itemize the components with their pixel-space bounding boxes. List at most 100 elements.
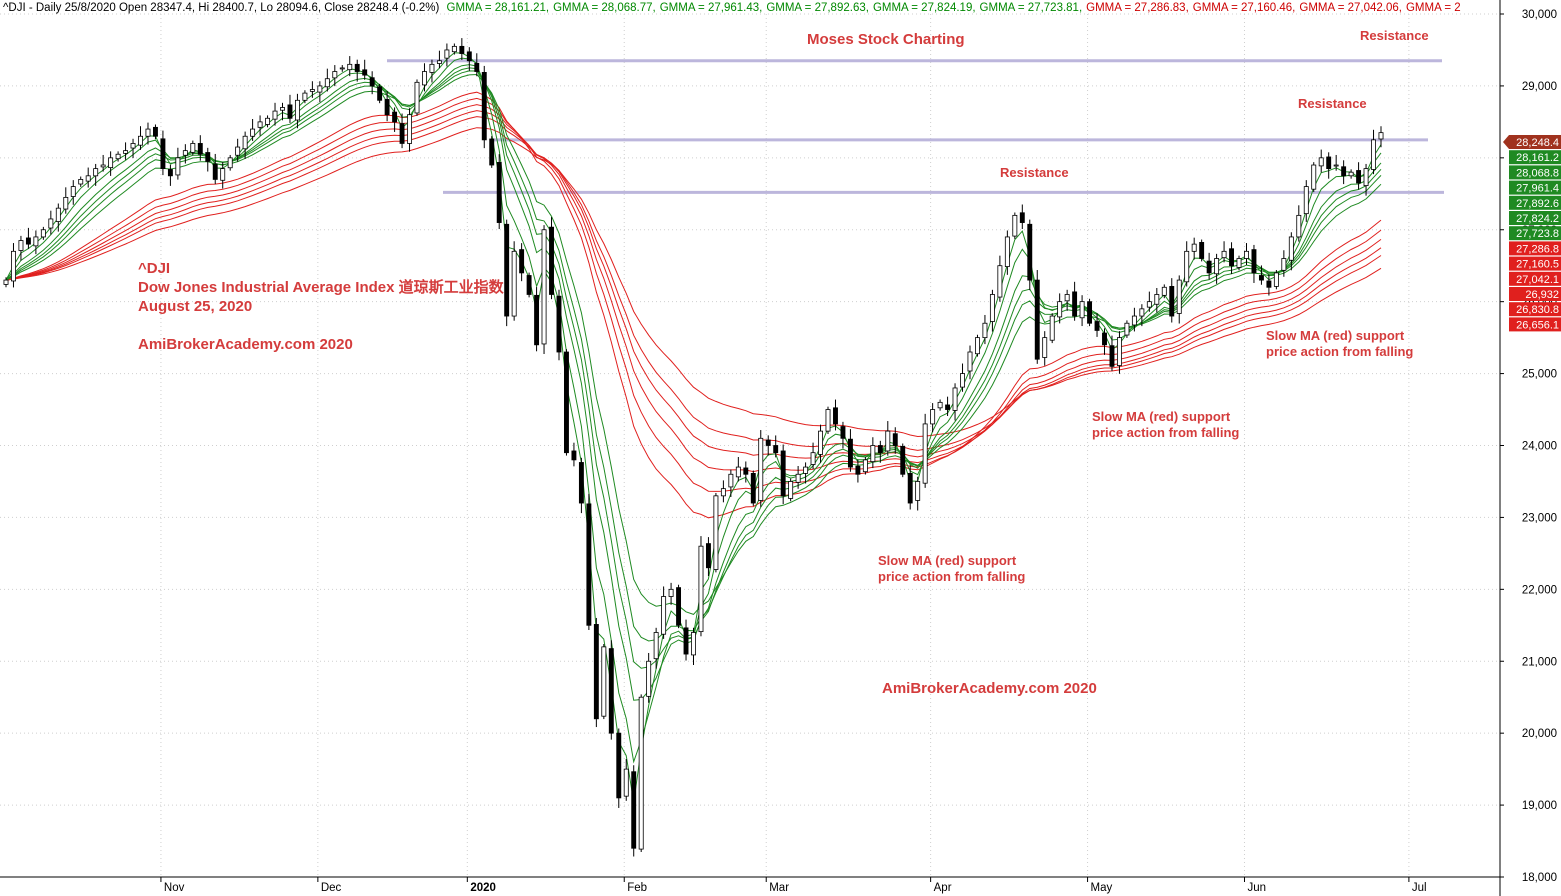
candle-body-29 xyxy=(220,168,226,181)
x-tick-label-0: Nov xyxy=(164,882,185,894)
candle-body-30 xyxy=(227,157,233,169)
candle-body-24 xyxy=(182,150,188,156)
slow-ma-line-4 xyxy=(5,116,1382,451)
candle-body-75 xyxy=(564,351,569,454)
candle-body-67 xyxy=(504,223,510,317)
candle-body-20 xyxy=(153,126,158,137)
candle-body-52 xyxy=(392,111,398,123)
candle-body-173 xyxy=(1296,214,1302,238)
value-tag-bg-4 xyxy=(1509,195,1561,210)
value-tag-bg-5 xyxy=(1509,211,1561,225)
candle-body-70 xyxy=(526,275,532,295)
candle-body-114 xyxy=(855,465,861,475)
candle-body-33 xyxy=(250,128,256,137)
candle-body-141 xyxy=(1057,301,1063,318)
candle-body-1 xyxy=(11,250,16,282)
date-label: August 25, 2020 xyxy=(138,298,253,315)
candle-body-133 xyxy=(997,265,1003,298)
candle-body-16 xyxy=(123,150,129,154)
value-tag-bg-6 xyxy=(1509,226,1561,241)
candle-body-35 xyxy=(265,117,271,125)
candle-body-92 xyxy=(691,632,696,656)
value-tag-bg-2 xyxy=(1509,165,1561,180)
y-tick-label-6: 24,000 xyxy=(1522,441,1557,453)
resistance-label-mid: Resistance xyxy=(1298,96,1367,111)
candle-body-88 xyxy=(661,596,667,635)
candle-body-74 xyxy=(556,295,562,353)
candle-body-8 xyxy=(63,196,69,210)
gmma-values: GMMA = 28,161.21, GMMA = 28,068.77, GMMA =… xyxy=(447,2,1465,14)
symbol-label: ^DJI xyxy=(138,260,171,277)
candle-body-104 xyxy=(780,450,786,497)
value-tag-arrow xyxy=(1503,135,1509,149)
support-note-2-line2: price action from falling xyxy=(1092,425,1240,440)
candle-body-147 xyxy=(1102,332,1107,346)
candle-body-129 xyxy=(967,351,973,372)
slow-ma-line-2 xyxy=(5,104,1382,473)
candle-body-113 xyxy=(847,438,853,468)
gmma-value-9: GMMA = 2 xyxy=(1405,2,1461,14)
candle-body-2 xyxy=(18,240,24,251)
candle-body-60 xyxy=(451,45,457,53)
support-note-3-line2: price action from falling xyxy=(1266,344,1414,359)
x-tick-label-6: May xyxy=(1091,882,1113,894)
y-tick-label-11: 29,000 xyxy=(1522,81,1557,93)
candle-body-164 xyxy=(1229,248,1234,267)
candle-body-157 xyxy=(1176,279,1182,314)
candle-body-136 xyxy=(1019,212,1025,223)
candle-body-139 xyxy=(1042,337,1048,358)
candle-body-175 xyxy=(1311,164,1317,190)
candle-body-84 xyxy=(631,771,637,849)
slow-ma-line-1 xyxy=(5,97,1382,492)
support-note-1-line2: price action from falling xyxy=(878,569,1026,584)
candle-body-40 xyxy=(302,92,308,101)
candle-body-124 xyxy=(930,409,936,425)
gmma-value-5: GMMA = 27,723.81, xyxy=(979,2,1083,14)
slow-ma-line-5 xyxy=(5,127,1382,438)
value-tag-bg-7 xyxy=(1509,241,1561,256)
candle-body-166 xyxy=(1244,250,1249,259)
value-tag-bg-8 xyxy=(1509,256,1561,271)
candle-body-48 xyxy=(362,69,368,76)
candle-body-177 xyxy=(1326,156,1332,170)
value-tag-bg-11 xyxy=(1509,302,1561,317)
candle-body-66 xyxy=(496,162,502,223)
candle-body-25 xyxy=(190,143,196,153)
candle-body-158 xyxy=(1184,250,1190,283)
candle-body-50 xyxy=(377,86,383,101)
candle-body-150 xyxy=(1124,322,1130,336)
candle-body-174 xyxy=(1303,186,1309,215)
candle-body-176 xyxy=(1318,157,1324,167)
candle-body-111 xyxy=(833,407,838,425)
candle-body-115 xyxy=(862,459,868,473)
candle-body-110 xyxy=(825,409,831,432)
resistance-label-top: Resistance xyxy=(1360,28,1429,43)
candle-body-12 xyxy=(93,168,99,177)
candle-body-22 xyxy=(167,169,173,177)
candle-body-119 xyxy=(892,433,898,446)
fast-ma-line-5 xyxy=(5,73,1382,615)
candle-body-105 xyxy=(788,481,794,499)
gmma-value-6: GMMA = 27,286.83, xyxy=(1086,2,1189,14)
candle-body-180 xyxy=(1348,171,1354,177)
candle-body-144 xyxy=(1079,301,1085,319)
candle-body-168 xyxy=(1258,275,1264,281)
candle-body-4 xyxy=(33,236,39,247)
candle-body-71 xyxy=(534,294,540,346)
support-note-2-line1: Slow MA (red) support xyxy=(1092,409,1231,424)
candle-body-68 xyxy=(511,250,517,317)
candle-body-182 xyxy=(1363,168,1369,186)
candle-body-181 xyxy=(1356,170,1362,184)
candle-body-79 xyxy=(593,624,599,720)
support-note-1: Slow MA (red) support price action from … xyxy=(878,553,1025,585)
candle-body-153 xyxy=(1146,301,1152,308)
support-note-2: Slow MA (red) support price action from … xyxy=(1092,409,1239,441)
value-tag-bg-12 xyxy=(1509,317,1561,332)
candle-body-34 xyxy=(257,121,263,128)
support-note-1-line1: Slow MA (red) support xyxy=(878,553,1017,568)
candle-body-54 xyxy=(407,114,412,144)
header-title: ^DJI - Daily 25/8/2020 Open 28347.4, Hi … xyxy=(3,2,440,14)
candle-body-9 xyxy=(70,186,76,197)
candle-body-39 xyxy=(294,99,300,121)
candle-body-145 xyxy=(1087,301,1093,324)
